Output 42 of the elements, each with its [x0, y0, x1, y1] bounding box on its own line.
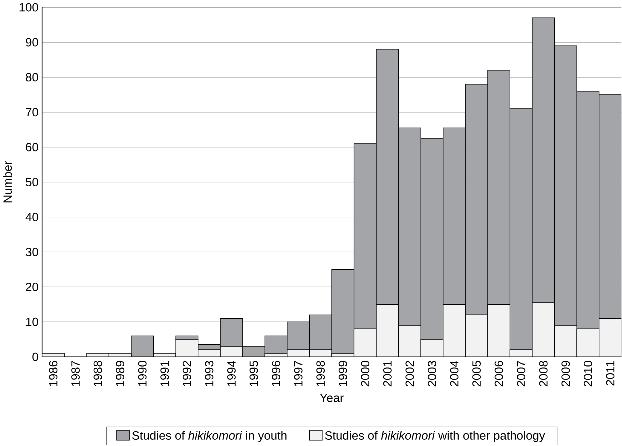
- legend-label: Studies of hikikomori in youth: [132, 431, 287, 443]
- x-tick-label: 2008: [539, 361, 548, 387]
- x-tick-label: 2010: [584, 361, 592, 387]
- x-tick-label: 1995: [250, 361, 258, 387]
- x-tick-label: 1998: [316, 361, 326, 387]
- y-tick-label: 60: [26, 143, 38, 152]
- y-axis-title: Number: [3, 162, 12, 203]
- x-tick-label: 1989: [116, 361, 125, 387]
- x-tick-label: 1997: [294, 361, 303, 387]
- y-tick-label: 40: [26, 213, 38, 222]
- x-tick-label: 1990: [138, 361, 147, 387]
- x-tick-label: 2004: [450, 361, 459, 387]
- x-tick-label: 1996: [272, 361, 281, 387]
- y-tick-label: 80: [26, 73, 38, 82]
- bar: [131, 336, 154, 358]
- y-tick-label: 90: [26, 38, 38, 47]
- x-tick-label: 1988: [94, 361, 102, 387]
- y-tick-label: 10: [26, 318, 38, 327]
- x-tick-label: 2005: [472, 361, 482, 387]
- x-tick-label: 1993: [205, 361, 214, 387]
- y-tick-label: 100: [20, 4, 38, 12]
- x-tick-label: 2003: [428, 361, 436, 387]
- x-tick-label: 1994: [228, 361, 236, 387]
- y-tick-label: 0: [32, 353, 38, 362]
- y-tick-label: 30: [26, 248, 38, 257]
- legend-label: Studies of hikikomori with other pathology: [325, 431, 546, 443]
- x-tick-label: 2009: [562, 361, 570, 387]
- x-tick-label: 2002: [406, 361, 414, 387]
- y-tick-label: 70: [26, 108, 38, 117]
- x-tick-label: 2007: [517, 361, 526, 387]
- x-tick-label: 1986: [49, 361, 58, 387]
- x-axis-title: Year: [320, 394, 344, 403]
- x-tick-label: 2011: [606, 361, 615, 386]
- x-tick-label: 2000: [361, 361, 370, 387]
- y-tick-label: 50: [26, 178, 38, 187]
- x-tick-label: 1987: [72, 361, 80, 387]
- x-tick-label: 1991: [160, 361, 170, 387]
- x-tick-label: 2006: [494, 361, 504, 387]
- x-tick-label: 1992: [182, 361, 192, 387]
- x-tick-label: 2001: [383, 361, 392, 387]
- y-tick-label: 20: [26, 283, 38, 292]
- x-tick-label: 1999: [338, 361, 348, 387]
